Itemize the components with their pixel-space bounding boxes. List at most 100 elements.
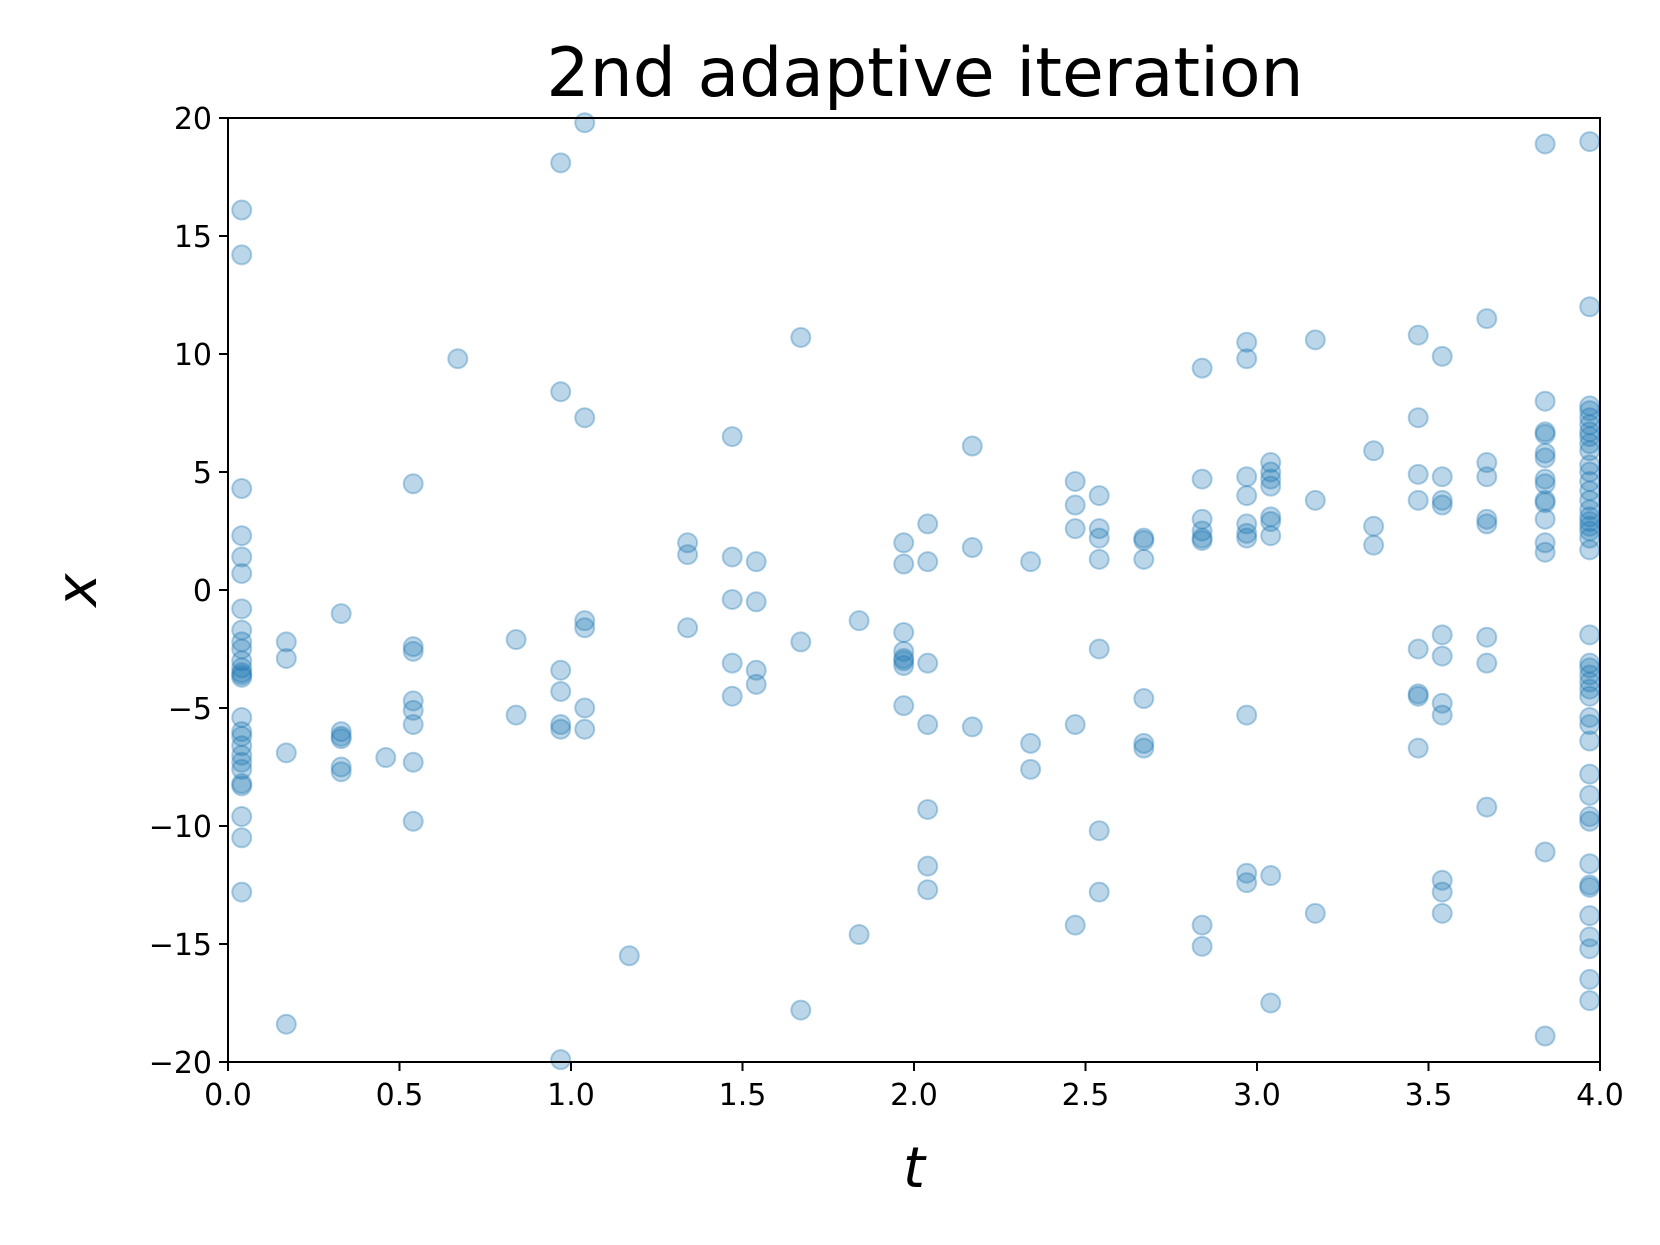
data-point bbox=[231, 775, 253, 797]
data-point bbox=[231, 662, 253, 684]
data-point bbox=[375, 747, 397, 769]
data-point bbox=[1431, 704, 1453, 726]
data-point bbox=[1579, 938, 1601, 960]
data-point bbox=[917, 652, 939, 674]
data-point bbox=[1431, 624, 1453, 646]
data-point bbox=[1407, 685, 1429, 707]
data-point bbox=[1191, 529, 1213, 551]
data-point bbox=[574, 617, 596, 639]
data-point bbox=[231, 638, 253, 660]
data-point bbox=[1133, 688, 1155, 710]
data-point bbox=[1534, 447, 1556, 469]
data-point bbox=[231, 598, 253, 620]
plot-frame bbox=[227, 117, 1601, 1063]
data-point bbox=[1534, 1025, 1556, 1047]
y-tick-label: −20 bbox=[149, 1046, 212, 1081]
data-point bbox=[1304, 329, 1326, 351]
data-point bbox=[1534, 532, 1556, 554]
data-point bbox=[917, 798, 939, 820]
data-point bbox=[1191, 914, 1213, 936]
data-point bbox=[917, 513, 939, 535]
data-point bbox=[330, 725, 352, 747]
x-tick-label: 2.0 bbox=[890, 1078, 938, 1113]
data-point bbox=[1431, 494, 1453, 516]
data-point bbox=[917, 855, 939, 877]
data-point bbox=[1476, 513, 1498, 535]
data-point bbox=[1133, 548, 1155, 570]
data-point bbox=[330, 728, 352, 750]
data-point bbox=[677, 544, 699, 566]
data-point bbox=[790, 999, 812, 1021]
data-point bbox=[790, 631, 812, 653]
data-point bbox=[402, 810, 424, 832]
data-point bbox=[1236, 331, 1258, 353]
data-point bbox=[893, 695, 915, 717]
data-point bbox=[961, 716, 983, 738]
data-point bbox=[330, 761, 352, 783]
data-point bbox=[1363, 515, 1385, 537]
data-point bbox=[550, 680, 572, 702]
data-point bbox=[721, 685, 743, 707]
data-point bbox=[402, 714, 424, 736]
data-point bbox=[1260, 468, 1282, 490]
data-point bbox=[231, 657, 253, 679]
data-point bbox=[402, 636, 424, 658]
data-points bbox=[231, 112, 1601, 1071]
data-point bbox=[1579, 730, 1601, 752]
data-point bbox=[893, 621, 915, 643]
data-point bbox=[721, 652, 743, 674]
data-point bbox=[1579, 296, 1601, 318]
data-point bbox=[1407, 324, 1429, 346]
data-point bbox=[1431, 645, 1453, 667]
data-point bbox=[961, 537, 983, 559]
data-point bbox=[1260, 461, 1282, 483]
data-point bbox=[1534, 390, 1556, 412]
data-point bbox=[1133, 527, 1155, 549]
data-point bbox=[1431, 466, 1453, 488]
data-point bbox=[231, 751, 253, 773]
data-point bbox=[1064, 470, 1086, 492]
data-point bbox=[1476, 652, 1498, 674]
data-point bbox=[1088, 518, 1110, 540]
data-point bbox=[1534, 473, 1556, 495]
data-point bbox=[1260, 452, 1282, 474]
data-point bbox=[1534, 492, 1556, 514]
y-axis-label: x bbox=[45, 573, 110, 609]
data-point bbox=[1407, 638, 1429, 660]
data-point bbox=[1304, 902, 1326, 924]
data-point bbox=[402, 699, 424, 721]
data-point bbox=[1431, 902, 1453, 924]
data-point bbox=[893, 647, 915, 669]
data-point bbox=[917, 551, 939, 573]
data-point bbox=[402, 640, 424, 662]
data-point bbox=[790, 326, 812, 348]
data-point bbox=[550, 1049, 572, 1071]
data-point bbox=[1534, 541, 1556, 563]
data-point bbox=[1534, 133, 1556, 155]
data-point bbox=[893, 655, 915, 677]
data-point bbox=[1088, 638, 1110, 660]
data-point bbox=[1064, 714, 1086, 736]
data-point bbox=[848, 924, 870, 946]
data-point bbox=[447, 348, 469, 370]
data-point bbox=[1476, 308, 1498, 330]
data-point bbox=[1431, 692, 1453, 714]
data-point bbox=[1191, 468, 1213, 490]
data-point bbox=[917, 879, 939, 901]
data-point bbox=[1191, 935, 1213, 957]
data-point bbox=[677, 532, 699, 554]
data-point bbox=[1407, 489, 1429, 511]
data-point bbox=[745, 551, 767, 573]
data-point bbox=[1579, 853, 1601, 875]
data-point bbox=[1020, 732, 1042, 754]
data-point bbox=[1020, 551, 1042, 573]
chart-title: 2nd adaptive iteration bbox=[546, 34, 1303, 113]
x-axis-label: t bbox=[903, 1136, 927, 1201]
data-point bbox=[1431, 345, 1453, 367]
x-tick-label: 3.5 bbox=[1405, 1078, 1453, 1113]
data-point bbox=[550, 714, 572, 736]
data-point bbox=[1236, 862, 1258, 884]
data-point bbox=[330, 756, 352, 778]
data-point bbox=[1236, 872, 1258, 894]
data-point bbox=[231, 199, 253, 221]
